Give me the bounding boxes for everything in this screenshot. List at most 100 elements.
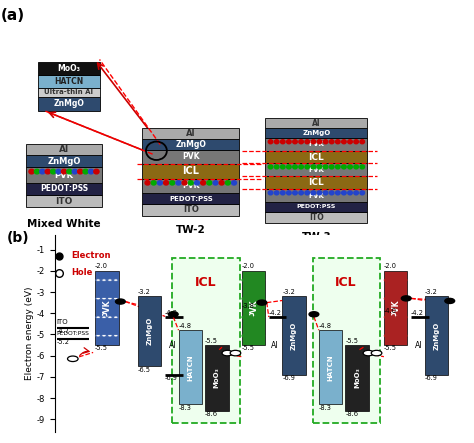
Circle shape [268,165,273,169]
Text: -5.5: -5.5 [384,346,397,351]
Text: ITO: ITO [183,206,199,214]
Text: Ultra-thin Al: Ultra-thin Al [44,89,93,95]
Text: -8.6: -8.6 [205,411,218,417]
Text: TW-2: TW-2 [176,225,206,235]
Circle shape [384,334,389,337]
Circle shape [222,350,233,356]
Text: PVK: PVK [309,167,324,173]
Bar [265,128,367,138]
Text: MoO₃: MoO₃ [354,368,360,388]
Circle shape [281,165,285,169]
Text: -2.0: -2.0 [242,263,255,269]
Text: -4.8: -4.8 [319,323,332,329]
Circle shape [67,356,78,361]
Text: ICL: ICL [335,276,357,289]
Text: PVK: PVK [182,152,200,161]
Circle shape [402,334,407,337]
Circle shape [268,191,273,195]
Circle shape [226,181,230,185]
Text: Al: Al [415,341,422,350]
Bar [282,296,306,375]
Text: Al: Al [169,341,176,350]
Circle shape [305,140,310,144]
Circle shape [281,191,285,195]
Text: -5.5: -5.5 [345,338,358,343]
Text: ICL: ICL [195,276,217,289]
Circle shape [248,297,253,300]
Bar [265,151,367,163]
Circle shape [56,169,61,174]
Circle shape [342,191,346,195]
Circle shape [360,140,365,144]
Text: -4.2: -4.2 [269,310,282,316]
Circle shape [317,165,322,169]
Circle shape [401,296,411,301]
Text: PEDOT:PSS: PEDOT:PSS [40,184,88,194]
Circle shape [309,312,319,317]
Text: -8.3: -8.3 [319,405,332,411]
Circle shape [62,169,66,174]
Text: PEDOT:PSS: PEDOT:PSS [56,331,90,336]
Circle shape [151,181,156,185]
Bar [265,202,367,212]
Bar [138,296,162,366]
Circle shape [305,165,310,169]
Text: -5.2: -5.2 [56,339,70,345]
Bar [142,150,239,164]
Circle shape [299,165,303,169]
Text: Al: Al [312,119,320,128]
Circle shape [78,169,83,174]
Circle shape [83,169,88,174]
Bar [205,345,228,411]
Circle shape [348,191,352,195]
Circle shape [40,169,45,174]
Circle shape [254,334,259,337]
Circle shape [287,165,291,169]
Circle shape [170,181,175,185]
Text: -4.2: -4.2 [411,310,424,316]
Bar [345,345,369,411]
Circle shape [293,165,297,169]
Text: HATCN: HATCN [54,77,83,86]
FancyBboxPatch shape [173,258,239,424]
Circle shape [113,297,118,300]
Circle shape [101,316,106,319]
Bar [142,164,239,179]
Circle shape [391,297,395,300]
Text: Hole: Hole [72,268,93,277]
Circle shape [329,165,334,169]
Text: HATCN: HATCN [328,354,334,381]
Text: PVK: PVK [102,299,111,317]
Text: PVK: PVK [309,193,324,198]
Circle shape [384,316,389,319]
Text: MoO₃: MoO₃ [57,64,80,73]
Circle shape [311,165,316,169]
Bar [179,330,202,404]
Bar [242,271,265,345]
Circle shape [299,140,303,144]
Circle shape [242,279,247,281]
Text: ITO: ITO [55,197,73,206]
Bar [265,118,367,128]
Text: -4.7: -4.7 [56,328,70,334]
Circle shape [311,140,316,144]
Circle shape [305,191,310,195]
Circle shape [281,140,285,144]
Circle shape [45,169,50,174]
Circle shape [354,191,358,195]
Circle shape [391,334,395,337]
Circle shape [260,297,264,300]
Bar [38,97,100,111]
Circle shape [336,165,340,169]
Circle shape [188,181,193,185]
Circle shape [29,169,34,174]
Circle shape [96,279,100,281]
Circle shape [293,140,297,144]
Circle shape [230,350,241,356]
Circle shape [354,140,358,144]
Text: ICL: ICL [182,166,199,176]
Circle shape [72,169,77,174]
Circle shape [323,140,328,144]
Text: -5.5: -5.5 [205,338,218,343]
Circle shape [371,350,382,356]
